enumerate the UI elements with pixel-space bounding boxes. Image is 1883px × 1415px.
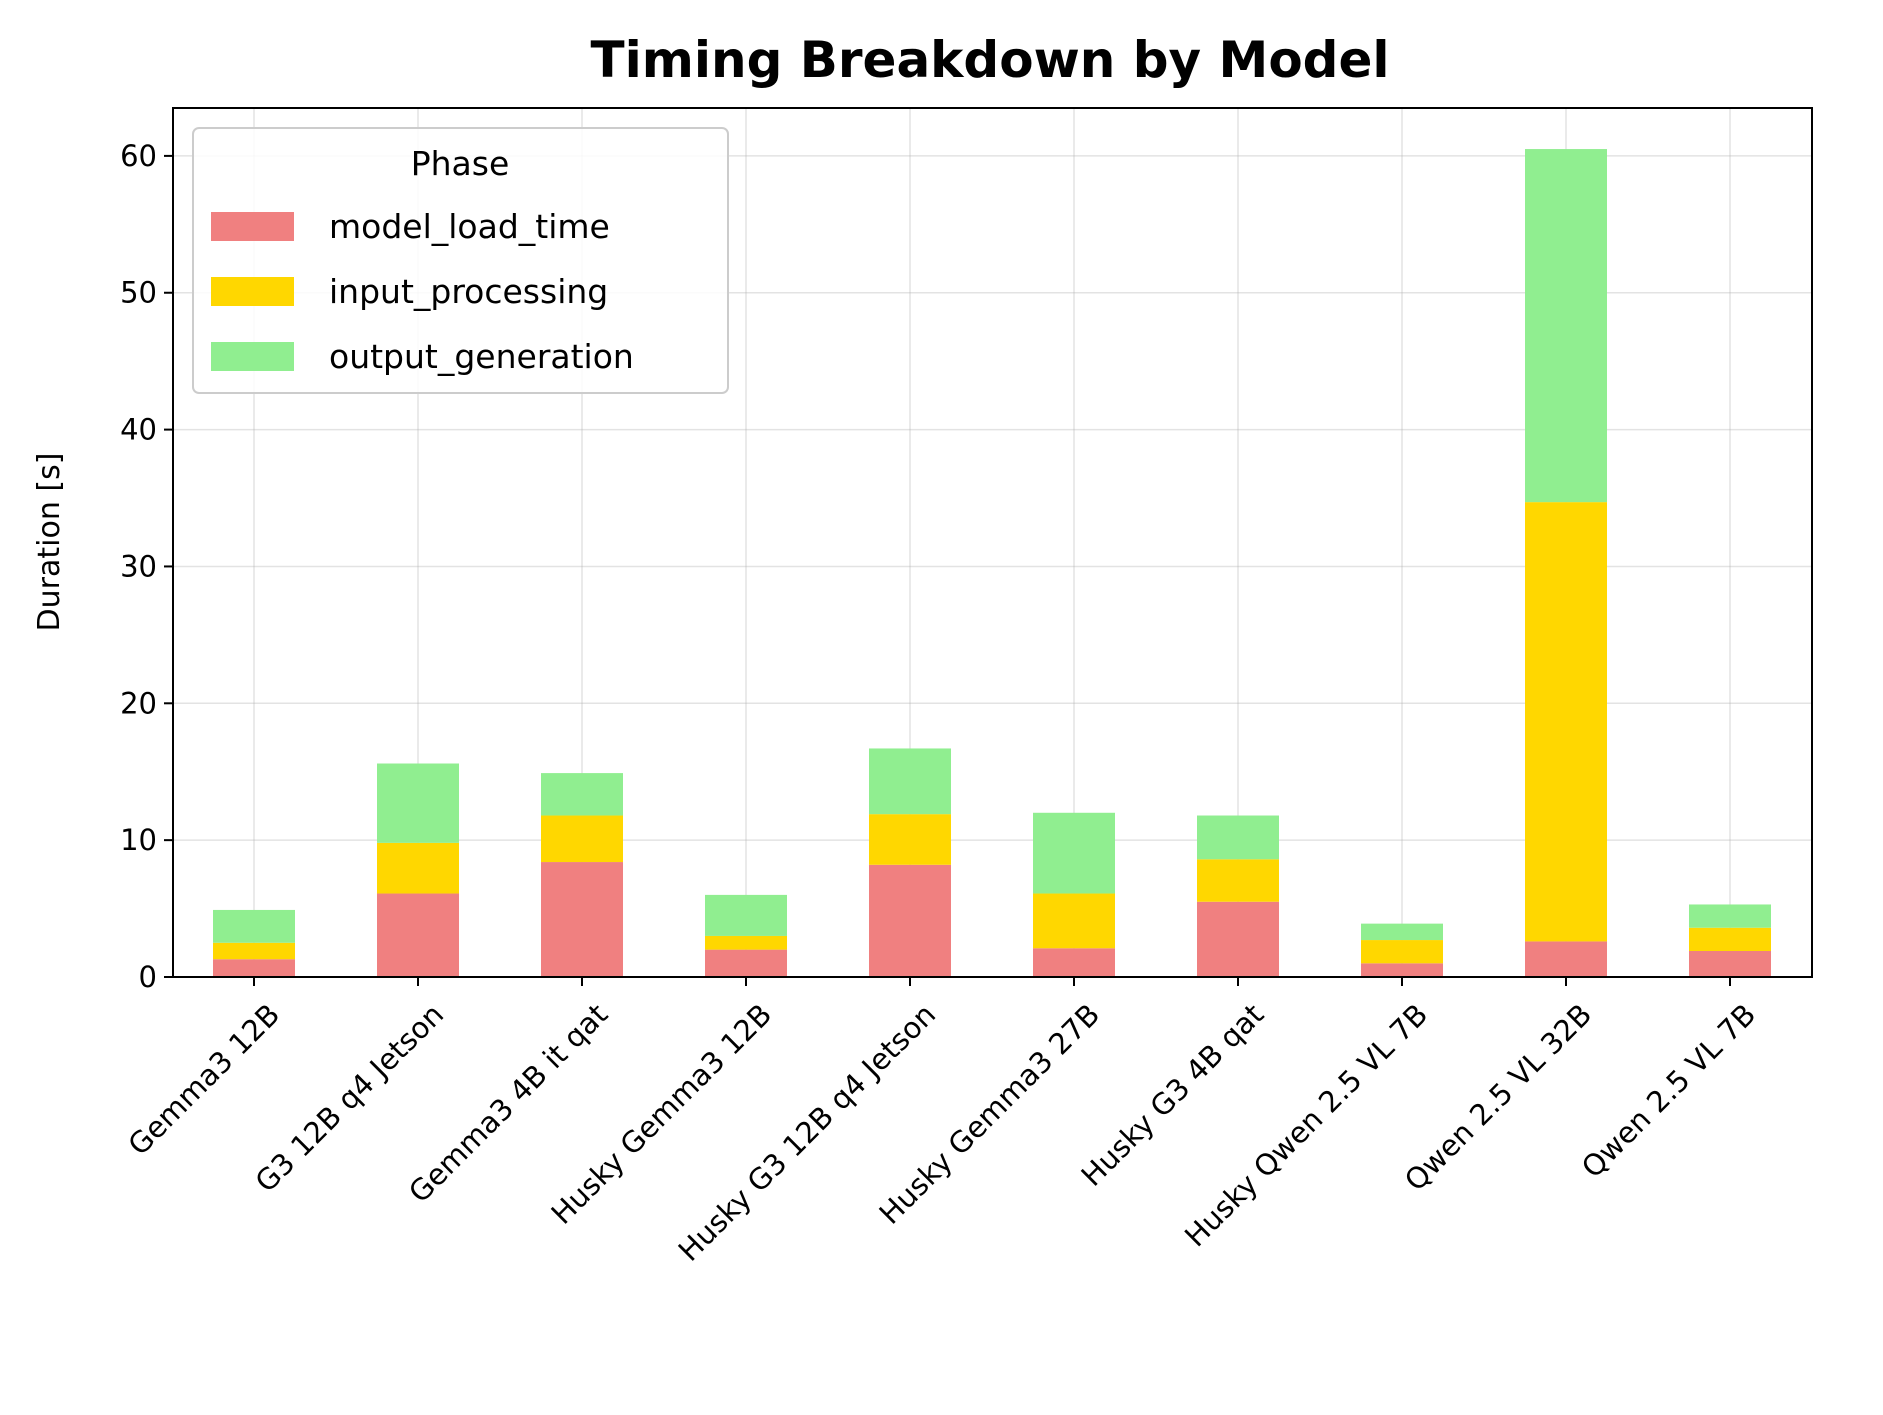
bar-segment-input-processing: [1525, 502, 1607, 942]
y-tick-label: 50: [120, 276, 157, 310]
bar-segment-model-load-time: [869, 864, 951, 977]
bar-segment-model-load-time: [1525, 941, 1607, 977]
x-tick-label: Husky G3 4B qat: [1075, 997, 1271, 1193]
bar-segment-model-load-time: [213, 959, 295, 977]
legend-label: input_processing: [329, 272, 608, 311]
bar-segment-input-processing: [1689, 927, 1771, 951]
bar-segment-output-generation: [869, 748, 951, 815]
legend-label: model_load_time: [329, 207, 610, 246]
bar-segment-model-load-time: [1361, 963, 1443, 977]
chart-title: Timing Breakdown by Model: [590, 31, 1389, 89]
bar-segment-input-processing: [1033, 893, 1115, 949]
bar-segment-output-generation: [1525, 149, 1607, 503]
bar-segment-output-generation: [1689, 904, 1771, 928]
bar-segment-output-generation: [213, 909, 295, 943]
bar-segment-model-load-time: [541, 862, 623, 977]
bar-segment-output-generation: [1197, 815, 1279, 860]
legend: Phase model_load_time input_processingout…: [192, 127, 729, 394]
legend-swatch-model-load-time: [211, 212, 294, 241]
y-tick-label: 20: [120, 686, 157, 720]
bar-segment-input-processing: [869, 814, 951, 865]
y-tick-label: 40: [120, 413, 157, 447]
x-tick-label: Qwen 2.5 VL 7B: [1575, 997, 1762, 1184]
bars: [213, 149, 1771, 977]
bar-segment-input-processing: [1197, 859, 1279, 902]
y-axis-label: Duration [s]: [32, 453, 67, 632]
y-tick-label: 30: [120, 549, 157, 583]
y-axis: 0 10 20 30 40 50 60: [120, 139, 173, 994]
bar-segment-output-generation: [541, 773, 623, 816]
legend-label: output_generation: [329, 337, 634, 376]
bar-segment-output-generation: [1033, 812, 1115, 894]
bar-segment-output-generation: [705, 894, 787, 936]
x-tick-label: Gemma3 12B: [121, 997, 286, 1162]
legend-swatch-output-generation: [211, 342, 294, 371]
legend-box: [192, 127, 729, 394]
bar-segment-model-load-time: [705, 949, 787, 977]
bar-segment-input-processing: [377, 842, 459, 894]
y-tick-label: 60: [120, 139, 157, 173]
bar-segment-model-load-time: [1033, 948, 1115, 977]
bar-segment-input-processing: [541, 815, 623, 863]
bar-segment-output-generation: [377, 763, 459, 843]
y-tick-label: 10: [120, 823, 157, 857]
bar-segment-input-processing: [1361, 940, 1443, 964]
plot-area-frame: [172, 107, 1813, 978]
bar-segment-output-generation: [1361, 923, 1443, 941]
bar-segment-model-load-time: [1197, 901, 1279, 977]
bar-segment-model-load-time: [1689, 950, 1771, 977]
legend-title: Phase: [411, 144, 510, 183]
bar-segment-input-processing: [705, 935, 787, 950]
y-tick-label: 0: [139, 960, 157, 994]
bar-segment-model-load-time: [377, 893, 459, 977]
bar-segment-input-processing: [213, 942, 295, 960]
legend-swatch-input-processing: [211, 277, 294, 306]
